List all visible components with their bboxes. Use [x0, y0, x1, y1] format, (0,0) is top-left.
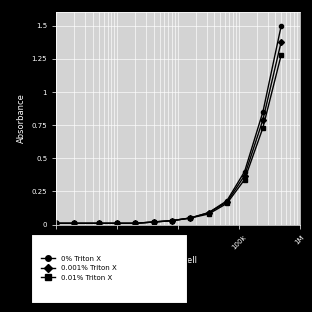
0.001% Triton X	[279, 40, 283, 43]
0.001% Triton X	[97, 222, 100, 225]
0.01% Triton X	[225, 202, 229, 205]
0.01% Triton X	[115, 222, 119, 225]
0.001% Triton X	[54, 222, 58, 225]
0.001% Triton X	[73, 222, 76, 225]
0.01% Triton X	[207, 212, 211, 216]
0.001% Triton X	[188, 216, 192, 220]
0% Triton X	[225, 199, 229, 203]
0% Triton X	[97, 222, 100, 225]
0.001% Triton X	[243, 174, 246, 178]
0.01% Triton X	[54, 222, 58, 225]
0% Triton X	[279, 24, 283, 27]
Y-axis label: Absorbance: Absorbance	[17, 94, 26, 144]
0% Triton X	[54, 222, 58, 225]
0% Triton X	[207, 211, 211, 215]
0.01% Triton X	[261, 126, 265, 130]
0.001% Triton X	[225, 200, 229, 204]
0% Triton X	[170, 219, 174, 222]
0.001% Triton X	[152, 220, 155, 224]
0.01% Triton X	[243, 178, 246, 181]
Line: 0% Triton X: 0% Triton X	[54, 24, 283, 225]
0.01% Triton X	[170, 219, 174, 222]
Line: 0.001% Triton X: 0.001% Triton X	[54, 40, 283, 225]
0% Triton X	[115, 222, 119, 225]
Legend: 0% Triton X, 0.001% Triton X, 0.01% Triton X: 0% Triton X, 0.001% Triton X, 0.01% Trit…	[38, 252, 120, 284]
0.001% Triton X	[170, 219, 174, 222]
X-axis label: Cells/well: Cells/well	[158, 256, 198, 265]
0.001% Triton X	[115, 222, 119, 225]
0.01% Triton X	[134, 222, 137, 225]
0.01% Triton X	[152, 220, 155, 224]
0% Triton X	[134, 222, 137, 225]
0.01% Triton X	[73, 222, 76, 225]
0.001% Triton X	[134, 222, 137, 225]
0.01% Triton X	[188, 216, 192, 220]
0% Triton X	[152, 220, 155, 224]
0.01% Triton X	[279, 53, 283, 57]
0% Triton X	[261, 110, 265, 114]
0% Triton X	[73, 222, 76, 225]
0% Triton X	[243, 170, 246, 173]
0% Triton X	[188, 216, 192, 220]
Line: 0.01% Triton X: 0.01% Triton X	[54, 53, 283, 225]
0.001% Triton X	[261, 118, 265, 122]
0.001% Triton X	[207, 211, 211, 215]
0.01% Triton X	[97, 222, 100, 225]
